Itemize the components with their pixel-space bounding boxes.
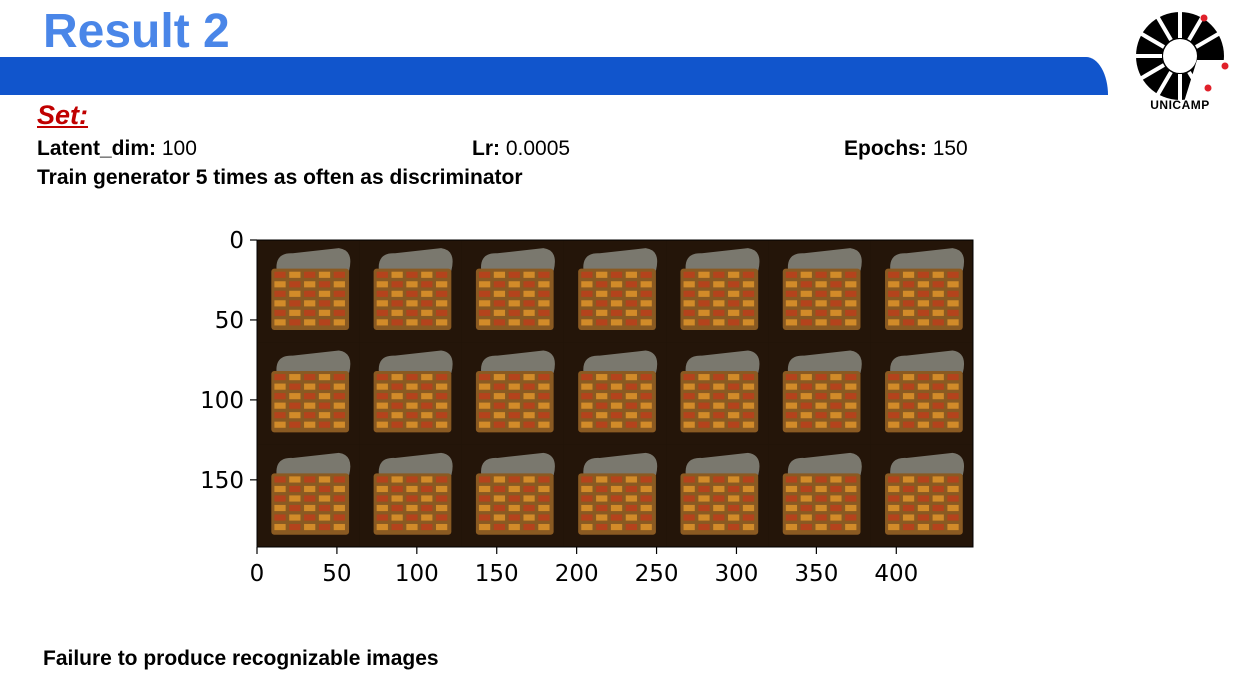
footer-conclusion: Failure to produce recognizable images (43, 647, 439, 670)
param-label: Latent_dim: (37, 137, 157, 160)
generated-images-plot: 0 50 100 150 200 250 300 350 400 0 50 100 150 (180, 225, 1000, 595)
y-tick-label: 0 (229, 228, 244, 254)
param-value: 0.0005 (505, 137, 571, 160)
y-tick-label: 50 (215, 308, 244, 334)
generated-image-tile (666, 240, 769, 343)
param-epochs: Epochs: 150 (844, 137, 968, 161)
generated-image-tile (666, 444, 769, 547)
x-tick-label: 150 (475, 561, 519, 587)
generated-image-tile (768, 342, 871, 445)
x-tick-label: 200 (555, 561, 599, 587)
unicamp-logo-icon (1134, 10, 1229, 102)
slide-title: Result 2 (43, 5, 230, 58)
training-note: Train generator 5 times as often as disc… (37, 166, 523, 189)
header-bar (0, 57, 1108, 95)
generated-image-tile (257, 342, 360, 445)
generated-image-tile (563, 342, 667, 445)
x-tick-label: 300 (715, 561, 759, 587)
generated-image-tile (359, 240, 462, 343)
y-tick-label: 150 (200, 468, 244, 494)
generated-image-tile (257, 444, 360, 547)
generated-image-tile (461, 240, 564, 343)
logo-text: UNICAMP (1150, 98, 1210, 112)
generated-image-tile (257, 240, 360, 343)
generated-image-tile (768, 444, 871, 547)
generated-image-tile (461, 444, 564, 547)
generated-image-tile (666, 342, 769, 445)
generated-image-tile (359, 444, 462, 547)
generated-image-tile (563, 240, 667, 343)
x-tick-label: 0 (250, 561, 265, 587)
generated-image-tile (359, 342, 462, 445)
generated-image-tile (870, 240, 973, 343)
y-tick-label: 100 (200, 388, 244, 414)
x-tick-label: 400 (874, 561, 918, 587)
generated-image-tile (870, 342, 973, 445)
plot-svg: 0 50 100 150 200 250 300 350 400 0 50 100 150 (200, 228, 974, 587)
param-lr: Lr: 0.0005 (472, 137, 570, 161)
param-latent-dim: Latent_dim: 100 (37, 137, 197, 161)
x-tick-label: 50 (322, 561, 351, 587)
generated-image-tile (461, 342, 564, 445)
plot-frame (256, 239, 974, 548)
param-label: Lr: (472, 137, 500, 160)
generated-image-tile (768, 240, 871, 343)
param-value: 100 (161, 137, 197, 160)
x-tick-label: 350 (794, 561, 838, 587)
generated-image-tile (563, 444, 667, 547)
param-label: Epochs: (844, 137, 927, 160)
x-tick-label: 250 (635, 561, 679, 587)
generated-image-tile (870, 444, 973, 547)
set-heading: Set: (37, 100, 89, 130)
x-tick-label: 100 (395, 561, 439, 587)
param-value: 150 (932, 137, 968, 160)
